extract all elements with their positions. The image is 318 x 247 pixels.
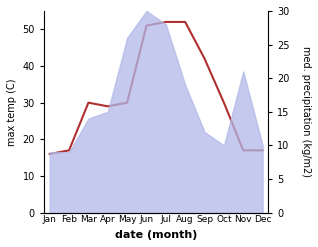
X-axis label: date (month): date (month)	[115, 230, 197, 240]
Y-axis label: med. precipitation (kg/m2): med. precipitation (kg/m2)	[301, 46, 311, 177]
Y-axis label: max temp (C): max temp (C)	[7, 78, 17, 145]
